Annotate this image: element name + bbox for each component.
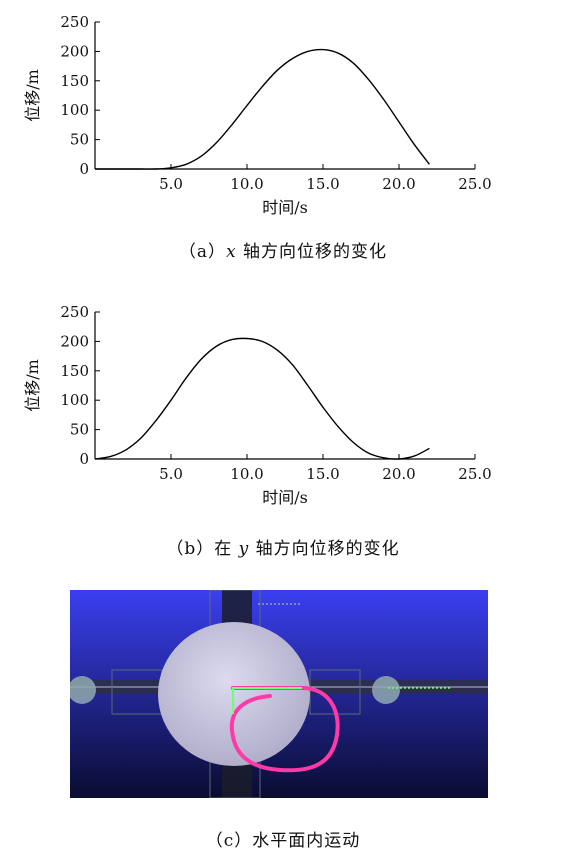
chart-b-y-tick-label: 50 [70,421,89,439]
caption-b-prefix: （b）在 [166,539,239,559]
chart-a-y-tick-label: 250 [60,13,89,31]
chart-b-y-axis-label: 位移/m [23,359,42,412]
caption-b-var: y [238,539,250,559]
left-buoy [68,676,96,704]
chart-b-y-tick-label: 250 [60,303,89,321]
chart-a-x-axis-label: 时间/s [262,198,308,217]
chart-b-x-axis-label: 时间/s [262,488,308,507]
chart-b-x-tick-label: 25.0 [458,465,491,483]
chart-b-series-line [94,337,430,460]
render-image [68,589,488,799]
chart-x-displacement: 0 50 100 150 200 250 5.0 10.0 15.0 20.0 25.0 时间/s 位移… [0,0,566,230]
caption-b: （b）在 y 轴方向位移的变化 [0,534,566,559]
chart-b-x-tick-label: 15.0 [306,465,339,483]
marker-line [232,687,302,714]
chart-a-x-tick-label: 20.0 [382,175,415,193]
caption-c: （c）水平面内运动 [205,831,361,851]
chart-b-y-tick-label: 100 [60,391,89,409]
chart-a-x-tick-label: 15.0 [306,175,339,193]
caption-a: （a）x 轴方向位移的变化 [0,237,566,262]
chart-a-y-tick-label: 50 [70,131,89,149]
trajectory-path [229,686,340,773]
chart-x-svg: 0 50 100 150 200 250 5.0 10.0 15.0 20.0 25.0 时间/s 位移… [23,13,492,217]
chart-b-x-tick-label: 20.0 [382,465,415,483]
chart-y-svg: 0 50 100 150 200 250 5.0 10.0 15.0 20.0 25.0 时间/s 位移… [23,303,492,507]
chart-a-x-tick-label: 5.0 [159,175,183,193]
chart-a-series-line [94,48,430,170]
chart-a-y-tick-label: 100 [60,101,89,119]
chart-y-displacement: 0 50 100 150 200 250 5.0 10.0 15.0 20.0 25.0 时间/s 位移… [0,290,566,520]
chart-b-y-tick-label: 200 [60,332,89,350]
chart-a-y-tick-label: 0 [79,160,89,178]
horizontal-motion-render [68,589,488,799]
chart-a-x-tick-label: 25.0 [458,175,491,193]
chart-a-x-tick-label: 10.0 [230,175,263,193]
chart-b-x-tick-label: 10.0 [230,465,263,483]
chart-a-y-axis-label: 位移/m [23,69,42,122]
chart-a-y-tick-label: 200 [60,42,89,60]
chart-b-x-tick-label: 5.0 [159,465,183,483]
caption-a-suffix: 轴方向位移的变化 [236,242,388,262]
caption-a-prefix: （a） [178,242,227,262]
right-buoy [372,676,400,704]
chart-a-y-tick-label: 150 [60,72,89,90]
chart-b-y-tick-label: 150 [60,362,89,380]
chart-b-y-tick-label: 0 [79,450,89,468]
caption-b-suffix: 轴方向位移的变化 [249,539,400,559]
caption-a-var: x [226,242,237,262]
